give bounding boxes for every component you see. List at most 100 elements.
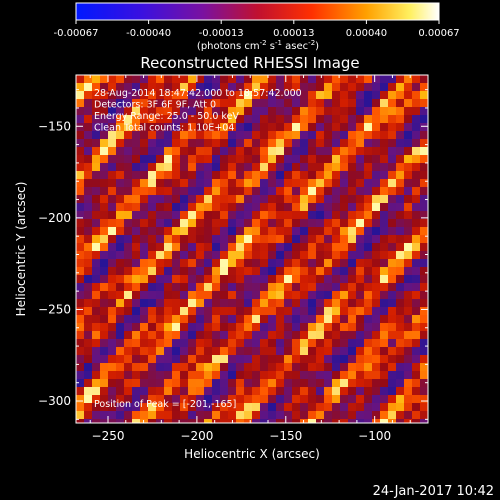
heatmap-cell bbox=[292, 187, 300, 195]
heatmap-cell bbox=[372, 315, 380, 323]
heatmap-cell bbox=[404, 283, 412, 291]
heatmap-cell bbox=[156, 347, 164, 355]
heatmap-cell bbox=[380, 123, 388, 131]
heatmap-cell bbox=[100, 195, 108, 203]
heatmap-cell bbox=[244, 379, 252, 387]
heatmap-cell bbox=[228, 403, 236, 411]
heatmap-cell bbox=[236, 355, 244, 363]
heatmap-cell bbox=[356, 315, 364, 323]
colorbar-tick-label: 0.00067 bbox=[418, 28, 459, 39]
heatmap-cell bbox=[172, 123, 180, 131]
heatmap-cell bbox=[268, 307, 276, 315]
heatmap-cell bbox=[132, 251, 140, 259]
heatmap-cell bbox=[260, 139, 268, 147]
heatmap-cell bbox=[316, 171, 324, 179]
heatmap-cell bbox=[196, 275, 204, 283]
heatmap-cell bbox=[300, 227, 308, 235]
heatmap-cell bbox=[140, 251, 148, 259]
heatmap-cell bbox=[348, 155, 356, 163]
heatmap-cell bbox=[268, 195, 276, 203]
heatmap-cell bbox=[284, 419, 292, 423]
heatmap-cell bbox=[372, 131, 380, 139]
heatmap-cell bbox=[372, 411, 380, 419]
heatmap-cell bbox=[372, 203, 380, 211]
heatmap-cell bbox=[84, 267, 92, 275]
heatmap-cell bbox=[276, 163, 284, 171]
heatmap-cell bbox=[340, 131, 348, 139]
heatmap-cell bbox=[196, 107, 204, 115]
heatmap-cell bbox=[396, 235, 404, 243]
heatmap-cell bbox=[196, 91, 204, 99]
heatmap-cell bbox=[124, 115, 132, 123]
heatmap-cell bbox=[100, 323, 108, 331]
heatmap-cell bbox=[308, 251, 316, 259]
heatmap-cell bbox=[212, 211, 220, 219]
heatmap-cell bbox=[356, 227, 364, 235]
heatmap-cell bbox=[324, 163, 332, 171]
heatmap-cell bbox=[164, 83, 172, 91]
heatmap-cell bbox=[356, 363, 364, 371]
heatmap-cell bbox=[140, 371, 148, 379]
heatmap-cell bbox=[156, 235, 164, 243]
heatmap-cell bbox=[268, 171, 276, 179]
heatmap-cell bbox=[284, 131, 292, 139]
heatmap-cell bbox=[420, 395, 428, 403]
heatmap-cell bbox=[396, 251, 404, 259]
heatmap-cell bbox=[132, 379, 140, 387]
heatmap-cell bbox=[388, 363, 396, 371]
heatmap-cell bbox=[92, 251, 100, 259]
heatmap-cell bbox=[308, 203, 316, 211]
heatmap-cell bbox=[396, 195, 404, 203]
heatmap-cell bbox=[108, 139, 116, 147]
heatmap-cell bbox=[292, 411, 300, 419]
heatmap-cell bbox=[92, 195, 100, 203]
heatmap-cell bbox=[140, 307, 148, 315]
heatmap-cell bbox=[196, 371, 204, 379]
heatmap-cell bbox=[212, 147, 220, 155]
heatmap-cell bbox=[364, 147, 372, 155]
heatmap-cell bbox=[196, 299, 204, 307]
heatmap-cell bbox=[380, 291, 388, 299]
heatmap-cell bbox=[244, 163, 252, 171]
heatmap-cell bbox=[164, 363, 172, 371]
heatmap-cell bbox=[380, 395, 388, 403]
annotation-line: Energy Range: 25.0 - 50.0 keV bbox=[94, 111, 239, 122]
heatmap-cell bbox=[268, 371, 276, 379]
heatmap-cell bbox=[148, 91, 156, 99]
heatmap-cell bbox=[364, 251, 372, 259]
heatmap-cell bbox=[340, 307, 348, 315]
heatmap-cell bbox=[212, 395, 220, 403]
heatmap-cell bbox=[268, 179, 276, 187]
heatmap-cell bbox=[172, 379, 180, 387]
heatmap-cell bbox=[156, 355, 164, 363]
heatmap-cell bbox=[380, 355, 388, 363]
heatmap-cell bbox=[236, 395, 244, 403]
heatmap-cell bbox=[340, 235, 348, 243]
heatmap-cell bbox=[204, 283, 212, 291]
heatmap-cell bbox=[156, 419, 164, 423]
heatmap-cell bbox=[356, 355, 364, 363]
heatmap-cell bbox=[76, 203, 84, 211]
heatmap-cell bbox=[332, 219, 340, 227]
heatmap-cell bbox=[84, 227, 92, 235]
heatmap-cell bbox=[364, 339, 372, 347]
heatmap-cell bbox=[188, 339, 196, 347]
heatmap-cell bbox=[124, 275, 132, 283]
heatmap-cell bbox=[372, 371, 380, 379]
heatmap-cell bbox=[148, 331, 156, 339]
heatmap-cell bbox=[252, 403, 260, 411]
heatmap-cell bbox=[100, 219, 108, 227]
heatmap-cell bbox=[204, 315, 212, 323]
heatmap-cell bbox=[116, 315, 124, 323]
heatmap-cell bbox=[292, 307, 300, 315]
heatmap-cell bbox=[412, 155, 420, 163]
heatmap-cell bbox=[388, 411, 396, 419]
heatmap-cell bbox=[276, 195, 284, 203]
colorbar bbox=[75, 2, 440, 21]
heatmap-cell bbox=[220, 99, 228, 107]
heatmap-cell bbox=[100, 259, 108, 267]
heatmap-cell bbox=[316, 331, 324, 339]
heatmap-cell bbox=[284, 163, 292, 171]
heatmap-cell bbox=[252, 267, 260, 275]
heatmap-cell bbox=[156, 315, 164, 323]
